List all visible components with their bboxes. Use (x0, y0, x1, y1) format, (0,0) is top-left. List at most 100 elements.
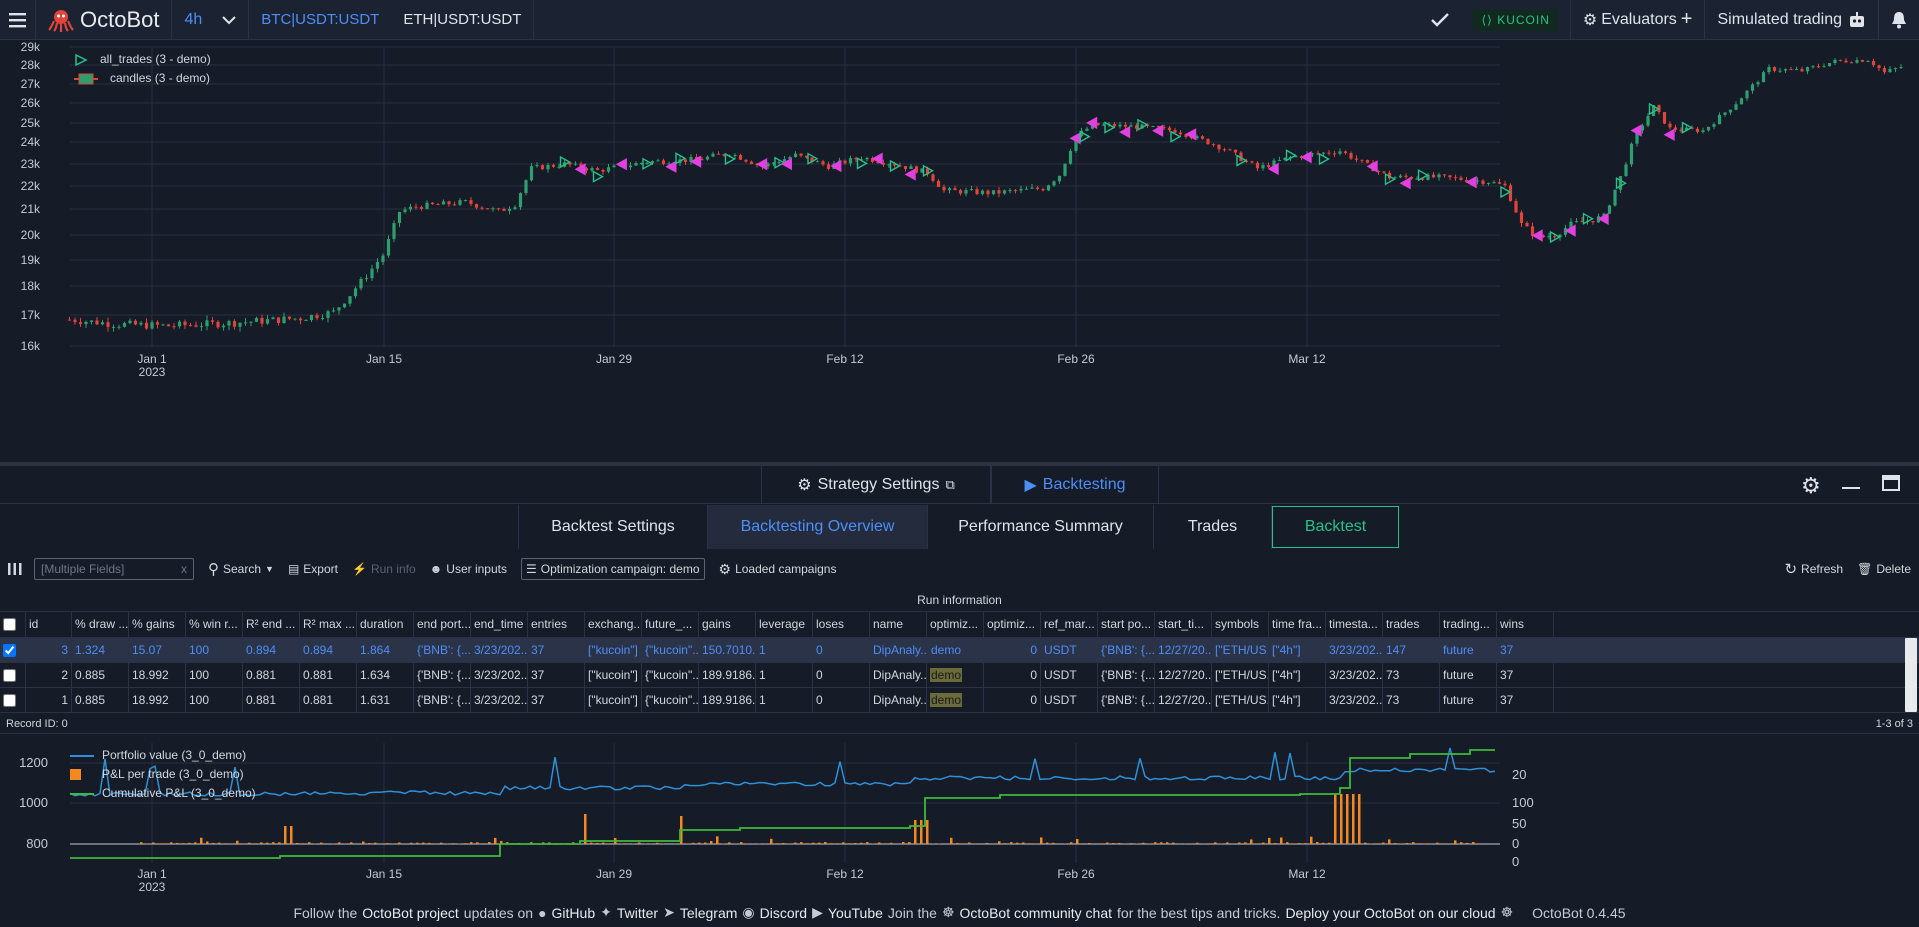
loaded-campaigns-button[interactable]: ⚙ Loaded campaigns (719, 561, 837, 578)
column-header[interactable]: trading... (1440, 612, 1497, 637)
refresh-button[interactable]: ↻ Refresh (1784, 560, 1843, 578)
column-header[interactable]: name (870, 612, 927, 637)
deploy-link[interactable]: Deploy your OctoBot on our cloud (1285, 904, 1496, 921)
column-header[interactable]: future_... (642, 612, 699, 637)
column-header[interactable]: leverage (756, 612, 813, 637)
maximize-button[interactable] (1882, 475, 1900, 491)
tab-trades[interactable]: Trades (1154, 505, 1272, 549)
select-all-checkbox[interactable] (0, 612, 26, 637)
discord-link[interactable]: Discord (759, 904, 808, 921)
telegram-link[interactable]: Telegram (679, 904, 738, 921)
table-row[interactable]: 1 0.885 18.992 100 0.881 0.881 1.631 {'BNB': {.… (0, 687, 1919, 713)
column-header[interactable]: id (26, 612, 72, 637)
y-tick-label: 21k (21, 202, 41, 216)
tab-backtesting-overview[interactable]: Backtesting Overview (708, 505, 928, 549)
price-chart-svg[interactable]: 29k 28k 27k 26k 25k 24k 23k 22k 21k 20k 19k 18k 17k 1… (0, 40, 1919, 462)
y-tick-label: 20k (21, 228, 41, 242)
tab-performance-summary[interactable]: Performance Summary (928, 505, 1154, 549)
symbol-tab-eth[interactable]: ETH|USDT:USDT (391, 0, 535, 40)
x-tick-label: Jan 29 (596, 867, 632, 881)
candle-body (1849, 62, 1854, 64)
candle-body (1426, 174, 1430, 180)
delete-button[interactable]: 🗑 Delete (1857, 562, 1911, 576)
legend-item-trades[interactable]: all_trades (3 - demo) (74, 50, 211, 69)
column-header[interactable]: ref_mar... (1041, 612, 1098, 637)
notifications-button[interactable] (1878, 0, 1919, 40)
clear-icon[interactable]: x (181, 562, 187, 576)
price-chart[interactable]: 29k 28k 27k 26k 25k 24k 23k 22k 21k 20k 19k 18k 17k 1… (0, 40, 1919, 462)
table-cell: 2 (26, 662, 72, 688)
column-header[interactable]: entries (528, 612, 585, 637)
column-header[interactable]: % draw ... (72, 612, 129, 637)
candle-body (474, 204, 479, 208)
table-cell: 0.881 (243, 687, 300, 713)
optimization-campaign-button[interactable]: ☰ Optimization campaign: demo (520, 558, 705, 580)
legend-item-cumulative[interactable]: Cumulative P&L (3_0_demo) (70, 784, 256, 803)
trade-marker (1185, 128, 1197, 141)
checkbox[interactable] (3, 618, 16, 631)
panel-splitter[interactable] (0, 462, 1919, 466)
timeframe-selector[interactable]: 4h (172, 0, 250, 40)
project-link[interactable]: OctoBot project (362, 904, 459, 921)
column-header[interactable]: end port... (414, 612, 471, 637)
column-header[interactable]: wins (1497, 612, 1554, 637)
twitter-link[interactable]: Twitter (616, 904, 659, 921)
minimize-button[interactable] (1842, 487, 1860, 489)
row-checkbox[interactable] (0, 687, 26, 713)
search-field[interactable]: [Multiple Fields] x (34, 558, 194, 580)
user-inputs-button[interactable]: ☻ User inputs (430, 562, 507, 576)
column-header[interactable]: % gains (129, 612, 186, 637)
pnl-chart[interactable]: 1200 1000 800 20 100 50 0 0 Jan 1 Jan 15 Jan 29 Feb… (0, 738, 1919, 898)
run-info-button[interactable]: ⚡ Run info (352, 562, 416, 576)
community-link[interactable]: OctoBot community chat (959, 904, 1113, 921)
column-header[interactable]: symbols (1212, 612, 1269, 637)
pnl-chart-svg[interactable]: 1200 1000 800 20 100 50 0 0 Jan 1 Jan 15 Jan 29 Feb… (0, 738, 1919, 898)
backtesting-button[interactable]: ▶ Backtesting (991, 466, 1159, 504)
table-body: 3 1.324 15.07 100 0.894 0.894 1.864 {'BNB': {..… (0, 637, 1919, 713)
checkbox[interactable] (3, 693, 16, 707)
legend-item-portfolio[interactable]: Portfolio value (3_0_demo) (70, 746, 256, 765)
tab-backtest[interactable]: Backtest (1272, 506, 1399, 548)
github-link[interactable]: GitHub (551, 904, 596, 921)
menu-button[interactable] (0, 0, 36, 40)
column-header[interactable]: loses (813, 612, 870, 637)
evaluators-button[interactable]: ⚙ Evaluators + (1569, 0, 1705, 40)
youtube-link[interactable]: YouTube (827, 904, 883, 921)
symbol-tab-btc[interactable]: BTC|USDT:USDT (249, 0, 391, 40)
table-row[interactable]: 3 1.324 15.07 100 0.894 0.894 1.864 {'BNB': {..… (0, 637, 1919, 663)
column-header[interactable]: end_time (471, 612, 528, 637)
trading-mode-button[interactable]: Simulated trading (1704, 0, 1878, 40)
pnl-chart-legend[interactable]: Portfolio value (3_0_demo) P&L per trade… (70, 746, 256, 803)
settings-gear-button[interactable]: ⚙ (1801, 473, 1821, 499)
column-header[interactable]: trades (1383, 612, 1440, 637)
table-scrollbar[interactable] (1905, 638, 1917, 712)
legend-item-candles[interactable]: candles (3 - demo) (74, 69, 211, 88)
checkbox[interactable] (3, 668, 16, 682)
checkbox[interactable] (3, 643, 16, 657)
column-header[interactable]: % win r... (186, 612, 243, 637)
price-chart-legend[interactable]: all_trades (3 - demo) candles (3 - demo) (74, 50, 211, 88)
brand-link[interactable]: OctoBot (36, 0, 173, 40)
column-header[interactable]: R² max ... (300, 612, 357, 637)
row-checkbox[interactable] (0, 662, 26, 688)
column-header[interactable]: duration (357, 612, 414, 637)
row-checkbox[interactable] (0, 637, 26, 663)
columns-toggle-button[interactable] (8, 563, 22, 575)
strategy-settings-button[interactable]: ⚙ Strategy Settings ⧉ (761, 466, 991, 504)
table-row[interactable]: 2 0.885 18.992 100 0.881 0.881 1.634 {'BNB': {.… (0, 662, 1919, 688)
column-header[interactable]: timesta... (1326, 612, 1383, 637)
column-header[interactable]: exchang... (585, 612, 642, 637)
column-header[interactable]: optimiz... (927, 612, 984, 637)
column-header[interactable]: R² end ... (243, 612, 300, 637)
search-dropdown-button[interactable]: ⚲ Search ▼ (208, 560, 274, 578)
tab-backtest-settings[interactable]: Backtest Settings (518, 505, 708, 549)
legend-item-pnl[interactable]: P&L per trade (3_0_demo) (70, 765, 256, 784)
column-header[interactable]: optimiz... (984, 612, 1041, 637)
search-input[interactable]: [Multiple Fields] x (34, 558, 194, 580)
column-header[interactable]: gains (699, 612, 756, 637)
column-header[interactable]: start_ti... (1155, 612, 1212, 637)
column-header[interactable]: start po... (1098, 612, 1155, 637)
export-button[interactable]: ▤ Export (288, 562, 338, 576)
column-header[interactable]: time fra... (1269, 612, 1326, 637)
exchange-badge[interactable]: ⟨⟩ KUCOIN (1461, 0, 1569, 40)
